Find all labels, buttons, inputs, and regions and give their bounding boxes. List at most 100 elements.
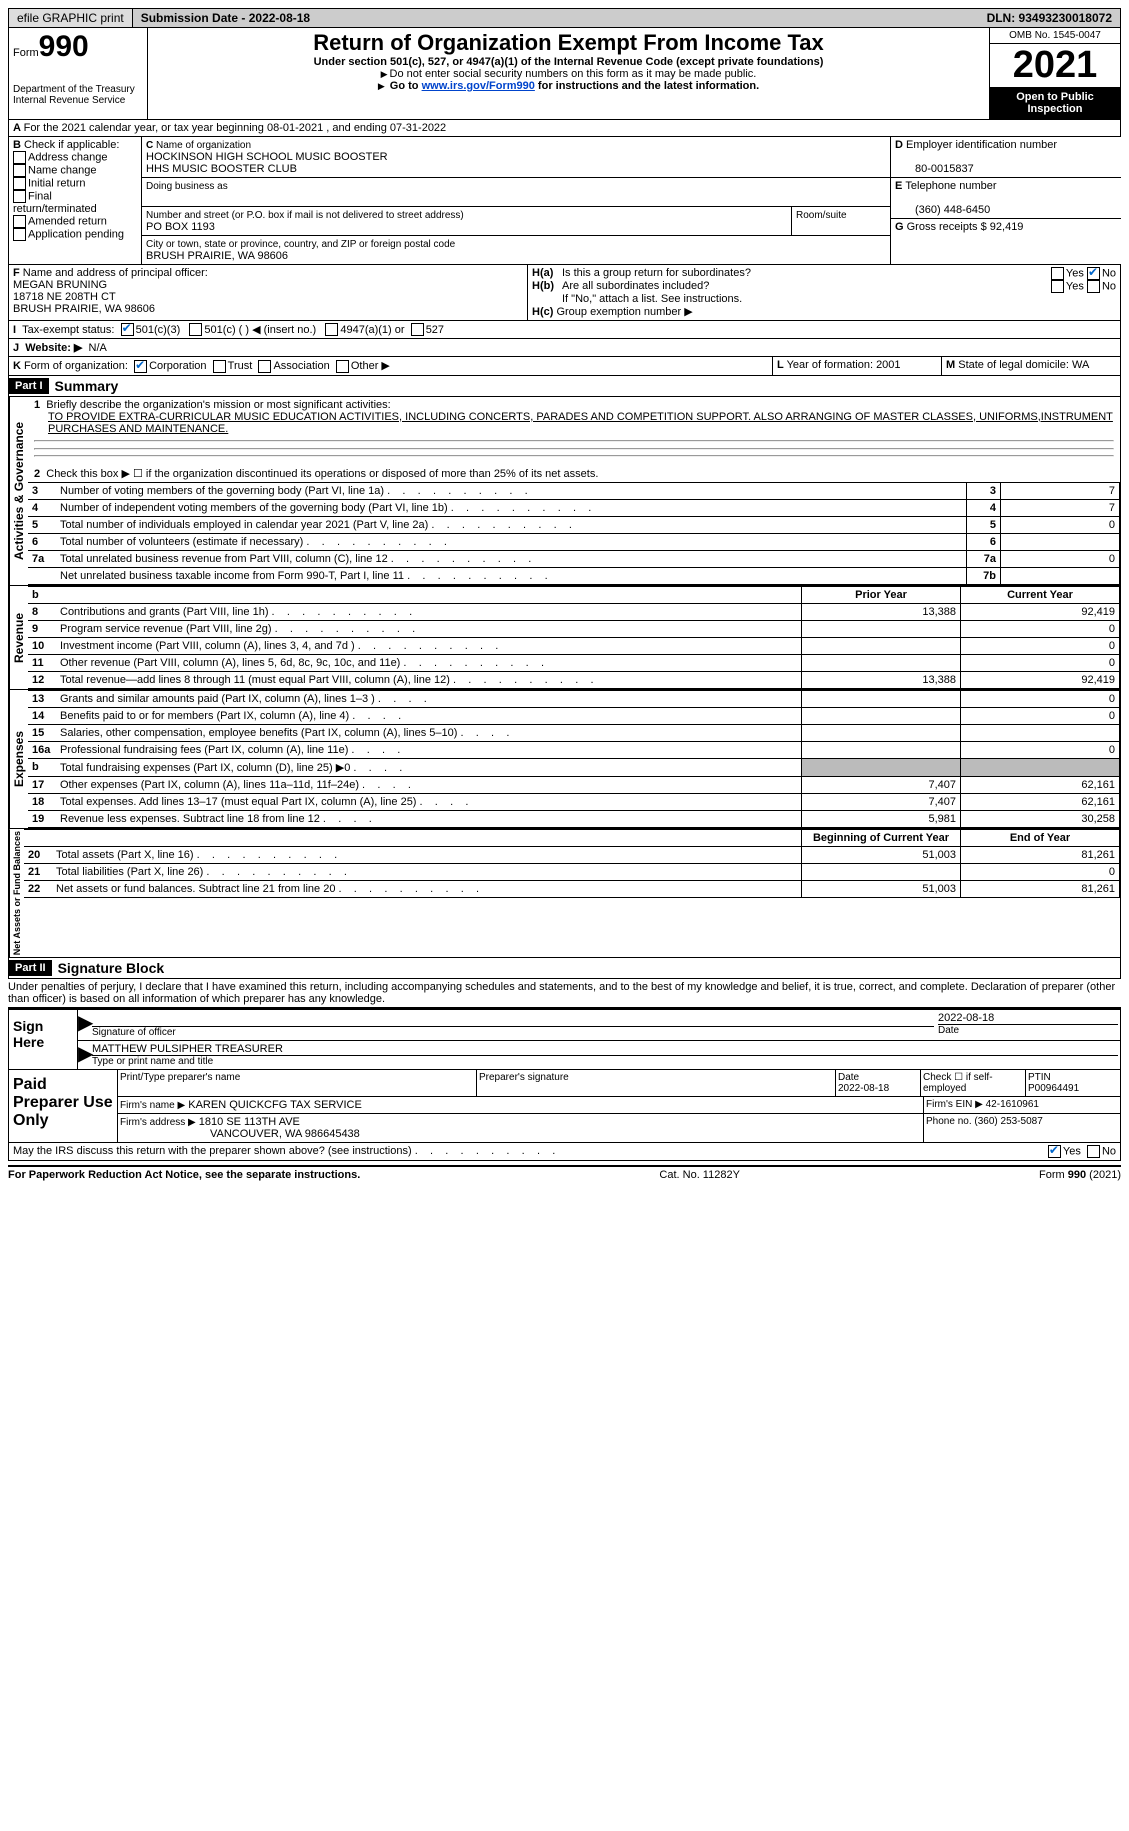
ein: 80-0015837 (915, 163, 974, 175)
cb-address-change[interactable]: Address change (28, 151, 108, 163)
form-title: Return of Organization Exempt From Incom… (152, 30, 985, 56)
discuss-yes[interactable] (1048, 1145, 1061, 1158)
footer-mid: Cat. No. 11282Y (659, 1169, 740, 1181)
tax-year: 2021 (990, 44, 1120, 87)
expenses-table: 13 Grants and similar amounts paid (Part… (28, 690, 1120, 828)
revenue-table: b Prior YearCurrent Year8 Contributions … (28, 586, 1120, 689)
form-number: 990 (39, 30, 89, 63)
gross-receipts: 92,419 (990, 221, 1024, 233)
ha-label: Is this a group return for subordinates? (562, 267, 1051, 280)
hb-note: If "No," attach a list. See instructions… (562, 293, 1116, 305)
part2-num: Part II (9, 960, 52, 976)
vlabel-netassets: Net Assets or Fund Balances (9, 829, 24, 957)
room-label: Room/suite (796, 210, 847, 221)
cb-app-pending[interactable]: Application pending (28, 228, 124, 240)
discuss-label: May the IRS discuss this return with the… (13, 1145, 1048, 1158)
org-name2: HHS MUSIC BOOSTER CLUB (146, 163, 297, 175)
cb-4947[interactable] (325, 323, 338, 336)
l-label: Year of formation: (787, 359, 873, 371)
org-city: BRUSH PRAIRIE, WA 98606 (146, 250, 288, 262)
top-bar: efile GRAPHIC print Submission Date - 20… (8, 8, 1121, 28)
sig-officer-label: Signature of officer (92, 1026, 934, 1038)
officer-addr1: 18718 NE 208TH CT (13, 291, 116, 303)
mission-text: TO PROVIDE EXTRA-CURRICULAR MUSIC EDUCAT… (48, 411, 1114, 435)
org-address: PO BOX 1193 (146, 221, 215, 233)
cb-initial-return[interactable]: Initial return (28, 177, 85, 189)
governance-table: 3 Number of voting members of the govern… (28, 482, 1120, 585)
cb-trust[interactable] (213, 360, 226, 373)
cb-501c3[interactable] (121, 323, 134, 336)
omb-number: OMB No. 1545-0047 (990, 28, 1120, 44)
paid-preparer-label: Paid Preparer Use Only (9, 1070, 118, 1142)
prep-sig-label: Preparer's signature (477, 1070, 836, 1096)
ssn-note: Do not enter social security numbers on … (152, 68, 985, 80)
officer-addr2: BRUSH PRAIRIE, WA 98606 (13, 303, 155, 315)
sign-here-label: Sign Here (9, 1010, 78, 1069)
org-name: HOCKINSON HIGH SCHOOL MUSIC BOOSTER (146, 151, 388, 163)
addr-label: Number and street (or P.O. box if mail i… (146, 210, 464, 221)
firm-ein: 42-1610961 (986, 1099, 1039, 1110)
vlabel-revenue: Revenue (9, 586, 28, 689)
dln: DLN: 93493230018072 (979, 9, 1120, 27)
sign-date-label: Date (938, 1024, 1118, 1036)
line2: Check this box ▶ ☐ if the organization d… (46, 468, 598, 480)
vlabel-activities: Activities & Governance (9, 397, 28, 585)
firm-phone: (360) 253-5087 (974, 1116, 1042, 1127)
sign-here-block: Sign Here ▶ Signature of officer 2022-08… (8, 1007, 1121, 1070)
discuss-no[interactable] (1087, 1145, 1100, 1158)
signer-name: MATTHEW PULSIPHER TREASURER (92, 1043, 1118, 1055)
e-label: Telephone number (905, 180, 996, 192)
irs-label: Internal Revenue Service (13, 95, 143, 106)
part1-num: Part I (9, 378, 49, 394)
ptin: P00964491 (1028, 1083, 1079, 1094)
netassets-table: Beginning of Current YearEnd of Year20 T… (24, 829, 1120, 898)
phone: (360) 448-6450 (915, 204, 990, 216)
line-a: A For the 2021 calendar year, or tax yea… (8, 120, 1121, 137)
form-header: Form990 Department of the Treasury Inter… (8, 28, 1121, 120)
footer-left: For Paperwork Reduction Act Notice, see … (8, 1169, 360, 1181)
submission-date: Submission Date - 2022-08-18 (133, 9, 318, 27)
cb-501c[interactable] (189, 323, 202, 336)
year-formation: 2001 (876, 359, 900, 371)
form-label: Form (13, 47, 39, 59)
perjury-text: Under penalties of perjury, I declare th… (8, 979, 1121, 1007)
d-label: Employer identification number (906, 139, 1057, 151)
domicile: WA (1072, 359, 1089, 371)
part2-title: Signature Block (52, 958, 171, 978)
cb-amended[interactable]: Amended return (28, 215, 107, 227)
f-label: Name and address of principal officer: (23, 267, 208, 279)
b-label: Check if applicable: (24, 139, 119, 151)
prep-date: 2022-08-18 (838, 1083, 889, 1094)
form-subtitle: Under section 501(c), 527, or 4947(a)(1)… (152, 56, 985, 68)
hb-label: Are all subordinates included? (562, 280, 1051, 293)
j-label: Website: ▶ (25, 342, 82, 354)
website: N/A (89, 342, 107, 354)
city-label: City or town, state or province, country… (146, 239, 455, 250)
g-label: Gross receipts $ (907, 221, 987, 233)
vlabel-expenses: Expenses (9, 690, 28, 828)
i-label: Tax-exempt status: (22, 324, 114, 336)
m-label: State of legal domicile: (958, 359, 1069, 371)
efile-print-button[interactable]: efile GRAPHIC print (9, 9, 133, 27)
firm-addr2: VANCOUVER, WA 986645438 (210, 1128, 360, 1140)
cb-assoc[interactable] (258, 360, 271, 373)
dept-treasury: Department of the Treasury (13, 84, 143, 95)
open-inspection: Open to Public Inspection (990, 87, 1120, 119)
firm-addr1: 1810 SE 113TH AVE (199, 1116, 300, 1128)
print-name-label: Print/Type preparer's name (118, 1070, 477, 1096)
footer-right: Form 990 (2021) (1039, 1169, 1121, 1181)
cb-corp[interactable] (134, 360, 147, 373)
signer-name-label: Type or print name and title (92, 1055, 1118, 1067)
firm-name: KAREN QUICKCFG TAX SERVICE (188, 1099, 362, 1111)
cb-other[interactable] (336, 360, 349, 373)
self-employed-check[interactable]: Check ☐ if self-employed (921, 1070, 1026, 1096)
officer-name: MEGAN BRUNING (13, 279, 107, 291)
sign-date: 2022-08-18 (938, 1012, 1118, 1024)
cb-527[interactable] (411, 323, 424, 336)
k-label: Form of organization: (24, 360, 128, 372)
irs-link[interactable]: www.irs.gov/Form990 (422, 80, 535, 92)
goto-note: Go to www.irs.gov/Form990 for instructio… (152, 80, 985, 92)
part1-title: Summary (49, 376, 125, 396)
cb-name-change[interactable]: Name change (28, 164, 97, 176)
c-name-label: Name of organization (156, 140, 251, 151)
